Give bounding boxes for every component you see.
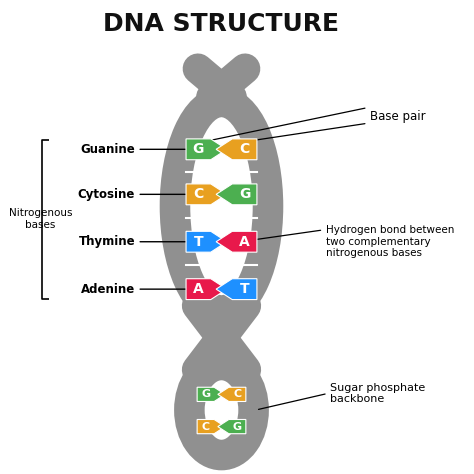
Polygon shape — [186, 184, 227, 205]
Text: Guanine: Guanine — [81, 143, 135, 156]
Text: T: T — [193, 235, 203, 249]
Text: Sugar phosphate
backbone: Sugar phosphate backbone — [330, 383, 425, 404]
Text: G: G — [233, 421, 242, 432]
Polygon shape — [218, 387, 246, 401]
Polygon shape — [216, 231, 257, 252]
Text: Adenine: Adenine — [81, 283, 135, 296]
Text: C: C — [201, 421, 210, 432]
Text: Hydrogen bond between
two complementary
nitrogenous bases: Hydrogen bond between two complementary … — [326, 225, 454, 258]
Polygon shape — [186, 231, 227, 252]
Polygon shape — [216, 184, 257, 205]
Text: A: A — [239, 235, 250, 249]
Polygon shape — [216, 279, 257, 300]
Polygon shape — [186, 279, 227, 300]
Text: G: G — [201, 389, 210, 400]
Polygon shape — [186, 139, 227, 160]
Text: T: T — [240, 282, 249, 296]
Text: Cytosine: Cytosine — [78, 188, 135, 201]
Text: Thymine: Thymine — [79, 235, 135, 248]
Polygon shape — [197, 419, 225, 434]
Text: DNA STRUCTURE: DNA STRUCTURE — [103, 12, 339, 36]
Text: C: C — [239, 142, 250, 156]
Polygon shape — [216, 139, 257, 160]
Text: Nitrogenous
bases: Nitrogenous bases — [9, 208, 73, 230]
Text: C: C — [233, 389, 241, 400]
Text: G: G — [193, 142, 204, 156]
Polygon shape — [218, 419, 246, 434]
Text: G: G — [239, 187, 250, 201]
Text: C: C — [193, 187, 203, 201]
Text: Base pair: Base pair — [370, 109, 426, 123]
Polygon shape — [197, 387, 225, 401]
Text: A: A — [193, 282, 204, 296]
